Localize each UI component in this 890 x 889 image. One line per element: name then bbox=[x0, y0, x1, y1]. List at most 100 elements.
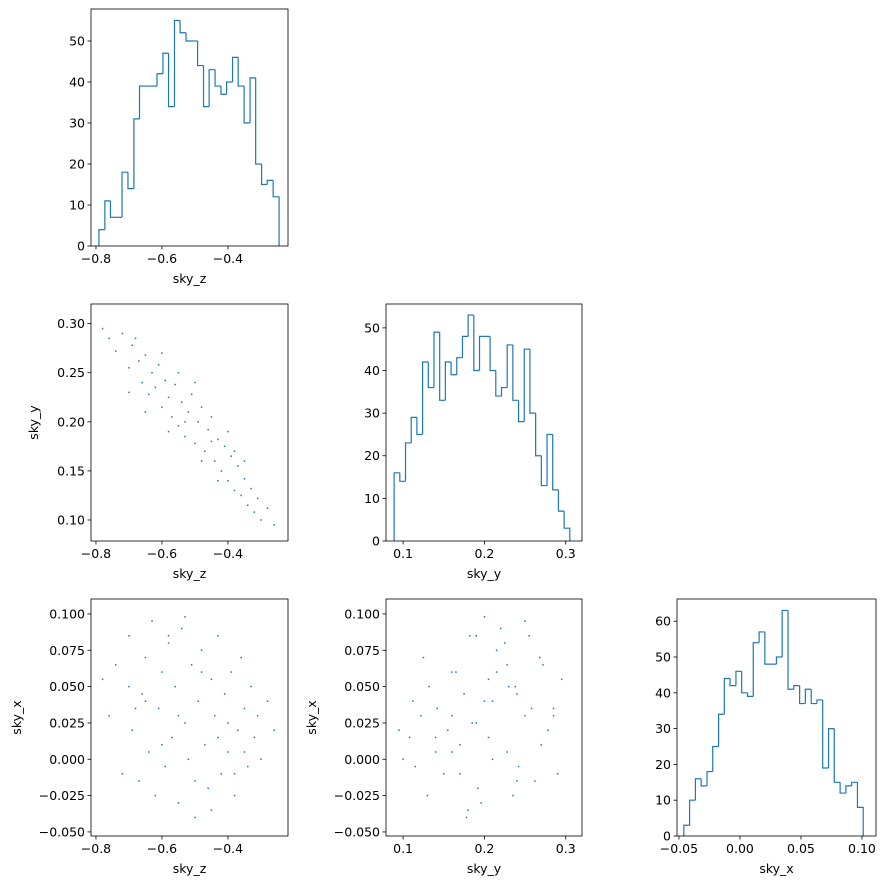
x-axis-label: sky_z bbox=[173, 271, 207, 286]
histogram-step bbox=[839, 782, 846, 794]
point bbox=[101, 327, 104, 330]
point bbox=[233, 794, 236, 797]
panel: −0.8 −0.6 −0.4 0.10 0.15 0.20 0.25 0.30 sky_z sky… bbox=[26, 303, 289, 581]
y-axis-label: sky_x bbox=[304, 700, 319, 734]
point bbox=[230, 671, 232, 673]
histogram-step bbox=[208, 69, 216, 107]
point bbox=[426, 794, 429, 797]
point bbox=[184, 421, 186, 423]
point bbox=[512, 794, 514, 797]
histogram-step bbox=[226, 81, 233, 95]
point bbox=[213, 460, 216, 462]
point bbox=[200, 460, 203, 462]
histogram-step bbox=[237, 57, 245, 87]
point bbox=[256, 714, 259, 717]
point bbox=[556, 773, 559, 775]
point bbox=[273, 524, 275, 526]
y-tick-label: 20 bbox=[655, 757, 671, 772]
x-tick-label: −0.4 bbox=[213, 841, 243, 856]
x-tick-label: −0.6 bbox=[147, 251, 177, 266]
point bbox=[128, 685, 130, 688]
point bbox=[398, 729, 400, 731]
histogram-step bbox=[563, 511, 571, 541]
histogram-step bbox=[266, 179, 274, 185]
point bbox=[128, 635, 130, 637]
point bbox=[167, 642, 170, 644]
point bbox=[230, 455, 232, 457]
histogram-step bbox=[523, 348, 530, 422]
point bbox=[114, 350, 117, 352]
histogram-step bbox=[557, 489, 565, 512]
point bbox=[412, 700, 414, 702]
panel: 0.1 0.2 0.3 0 10 20 30 40 50 sky_y bbox=[364, 303, 583, 581]
histogram-step bbox=[410, 416, 417, 443]
histogram-step bbox=[261, 163, 268, 186]
panel: −0.8 −0.6 −0.4 0 10 20 30 40 50 sky_z bbox=[69, 8, 289, 286]
point bbox=[194, 442, 196, 445]
histogram-step bbox=[456, 357, 463, 375]
y-tick-label: 10 bbox=[655, 793, 671, 808]
point bbox=[144, 354, 147, 356]
point bbox=[253, 511, 256, 513]
axes-frame bbox=[90, 303, 289, 542]
point bbox=[227, 430, 229, 433]
histogram-step bbox=[489, 336, 496, 372]
y-tick-label: 0.050 bbox=[49, 679, 85, 694]
y-tick-label: 0.25 bbox=[57, 365, 85, 380]
histogram-step bbox=[255, 77, 262, 165]
histogram-step bbox=[416, 417, 423, 436]
point bbox=[499, 627, 502, 630]
point bbox=[210, 678, 213, 681]
histogram-step bbox=[816, 699, 823, 704]
histogram-step bbox=[196, 40, 204, 67]
point bbox=[194, 381, 196, 384]
histogram-step bbox=[127, 172, 134, 190]
histogram-step bbox=[752, 642, 760, 697]
point bbox=[138, 780, 140, 782]
histogram-step bbox=[764, 631, 771, 665]
point bbox=[184, 722, 186, 724]
point bbox=[503, 642, 506, 644]
point bbox=[217, 479, 219, 482]
point bbox=[151, 371, 153, 374]
point bbox=[147, 393, 150, 396]
x-tick-label: 0.2 bbox=[474, 841, 494, 856]
point bbox=[144, 656, 147, 659]
x-tick-label: −0.4 bbox=[213, 251, 243, 266]
point bbox=[108, 714, 110, 717]
y-tick-label: 0.20 bbox=[57, 414, 85, 429]
y-tick-label: 20 bbox=[69, 156, 85, 171]
histogram-step bbox=[535, 413, 542, 457]
y-tick-label: 0.15 bbox=[57, 463, 85, 478]
histogram-step bbox=[741, 671, 748, 694]
point bbox=[134, 337, 137, 340]
point bbox=[157, 707, 160, 710]
histogram-step bbox=[109, 200, 117, 218]
point bbox=[447, 729, 449, 731]
point bbox=[542, 664, 544, 666]
panel: −0.8 −0.6 −0.4 −0.050 −0.025 0.000 0.025 0.050 0… bbox=[9, 598, 289, 876]
point bbox=[187, 758, 190, 761]
histogram-step bbox=[214, 69, 222, 87]
point bbox=[237, 729, 239, 731]
histogram-step bbox=[220, 86, 227, 95]
point bbox=[144, 700, 147, 702]
point bbox=[256, 497, 259, 500]
y-tick-label: 0.000 bbox=[49, 752, 85, 767]
x-tick-label: −0.8 bbox=[81, 841, 111, 856]
point bbox=[154, 794, 157, 797]
histogram-step bbox=[781, 609, 789, 657]
y-tick-label: 0.075 bbox=[344, 643, 380, 658]
axes-frame bbox=[90, 8, 289, 247]
y-tick-label: 30 bbox=[364, 406, 380, 421]
point bbox=[200, 671, 203, 673]
histogram-step bbox=[231, 56, 239, 82]
point bbox=[227, 479, 229, 482]
histogram-step bbox=[421, 361, 429, 435]
y-tick-label: 50 bbox=[655, 649, 671, 664]
histogram-step bbox=[804, 688, 812, 704]
point bbox=[223, 445, 226, 448]
point bbox=[506, 664, 508, 666]
histogram-step bbox=[179, 20, 187, 34]
point bbox=[517, 765, 520, 768]
